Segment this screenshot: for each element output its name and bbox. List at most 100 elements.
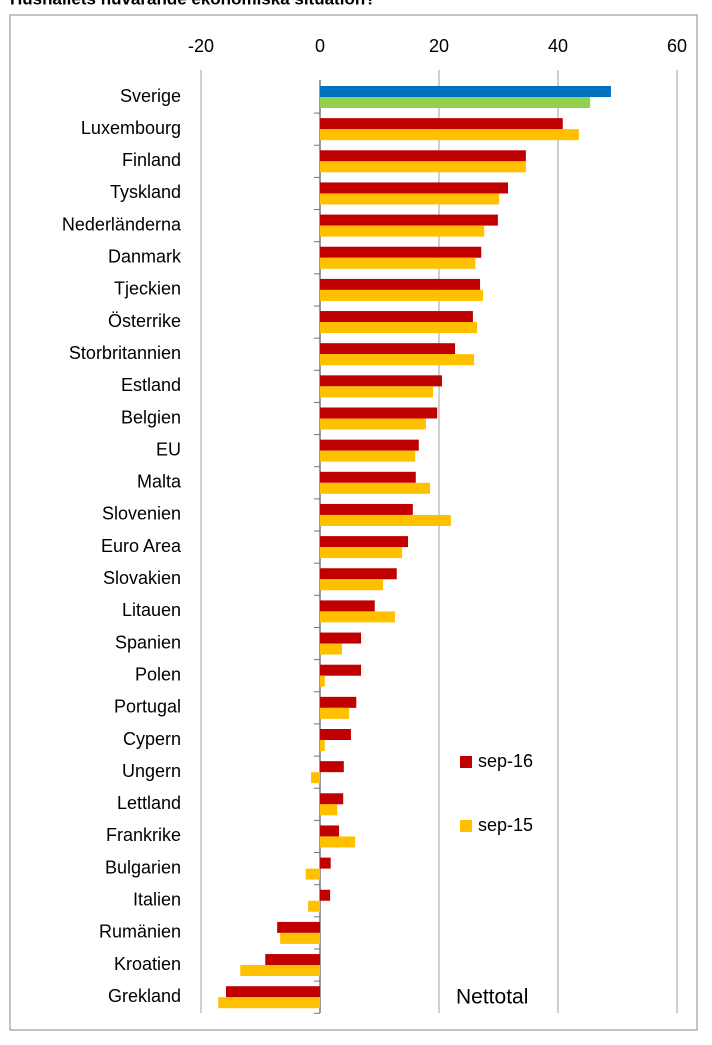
legend-label: sep-15: [478, 815, 533, 835]
bar: [320, 632, 362, 644]
bar: [320, 547, 403, 559]
bar: [320, 804, 338, 816]
bar: [320, 311, 473, 323]
y-tick-label: Finland: [122, 150, 181, 170]
y-tick-label: Polen: [135, 664, 181, 684]
y-tick-label: Ungern: [122, 761, 181, 781]
x-tick-label: -20: [188, 36, 214, 56]
bar: [308, 900, 320, 912]
bar: [320, 482, 431, 494]
bar: [320, 257, 476, 269]
x-tick-label: 40: [548, 36, 568, 56]
y-tick-label: Slovakien: [103, 568, 181, 588]
bar: [320, 246, 482, 258]
legend-label: sep-16: [478, 751, 533, 771]
bar: [320, 214, 498, 226]
y-tick-label: Frankrike: [106, 825, 181, 845]
bar: [320, 182, 509, 194]
bar: [305, 868, 320, 880]
y-tick-label: Danmark: [108, 247, 182, 267]
bar: [320, 278, 481, 290]
y-tick-label: Belgien: [121, 407, 181, 427]
y-tick-label: Luxembourg: [81, 118, 181, 138]
y-tick-label: Storbritannien: [69, 343, 181, 363]
y-tick-label: Bulgarien: [105, 857, 181, 877]
bar: [320, 536, 409, 548]
bar: [320, 729, 351, 740]
y-tick-label: Italien: [133, 890, 181, 910]
y-tick-label: Malta: [137, 472, 182, 492]
bar: [320, 150, 526, 162]
bar: [320, 354, 475, 366]
bar: [320, 86, 611, 97]
x-tick-label: 60: [667, 36, 687, 56]
bar: [320, 707, 350, 719]
x-tick-label: 0: [315, 36, 325, 56]
bar: [320, 343, 456, 355]
annotation: Nettotal: [456, 986, 528, 1009]
legend-swatch: [460, 820, 472, 832]
bar: [320, 514, 451, 526]
y-tick-label: Rumänien: [99, 922, 181, 942]
bar: [320, 322, 478, 334]
y-tick-label: Euro Area: [101, 536, 182, 556]
bar: [320, 450, 416, 462]
y-tick-label: Tyskland: [110, 182, 181, 202]
bar: [320, 375, 442, 387]
bar: [320, 836, 356, 848]
y-tick-label: Portugal: [114, 697, 181, 717]
bar: [320, 97, 591, 108]
bar: [320, 289, 484, 301]
y-tick-label: Sverige: [120, 86, 181, 106]
y-tick-label: EU: [156, 439, 181, 459]
bar: [320, 579, 384, 591]
y-tick-label: Cypern: [123, 729, 181, 749]
bar: [320, 503, 413, 515]
bar: [225, 986, 320, 998]
bar: [320, 889, 331, 901]
bar: [320, 161, 526, 173]
bar: [320, 193, 500, 205]
legend-swatch: [460, 756, 472, 768]
bar: [320, 761, 344, 773]
bar: [320, 407, 438, 419]
bar: [320, 439, 419, 451]
y-tick-label: Nederländerna: [62, 214, 182, 234]
bar: [320, 664, 362, 676]
chart-title: Hushållets nuvarande ekonomiska situatio…: [10, 0, 376, 8]
x-tick-label: 20: [429, 36, 449, 56]
bar: [277, 921, 320, 933]
y-tick-label: Estland: [121, 375, 181, 395]
bar: [320, 471, 416, 483]
bar: [320, 793, 344, 805]
bar: [320, 129, 579, 141]
bar: [320, 418, 426, 430]
bar: [218, 997, 320, 1009]
bar: [320, 225, 485, 237]
bar: [320, 825, 340, 837]
y-tick-label: Lettland: [117, 793, 181, 813]
bar: [311, 772, 320, 784]
bar: [320, 118, 563, 130]
bar: [320, 675, 325, 687]
bar: [320, 386, 434, 398]
bar: [240, 965, 320, 977]
y-tick-label: Tjeckien: [114, 279, 181, 299]
chart-border: [9, 14, 698, 1031]
bar: [320, 600, 375, 612]
bar: [320, 740, 325, 751]
bar: [320, 611, 395, 623]
bar: [320, 643, 343, 655]
y-tick-label: Slovenien: [102, 504, 181, 524]
y-tick-label: Kroatien: [114, 954, 181, 974]
y-tick-label: Österrike: [108, 311, 181, 331]
y-tick-label: Spanien: [115, 632, 181, 652]
y-tick-label: Grekland: [108, 986, 181, 1006]
bar: [320, 568, 397, 580]
bar: [280, 932, 320, 944]
bar: [320, 857, 331, 869]
y-tick-label: Litauen: [122, 600, 181, 620]
bar: [265, 954, 320, 966]
bar: [320, 696, 357, 708]
